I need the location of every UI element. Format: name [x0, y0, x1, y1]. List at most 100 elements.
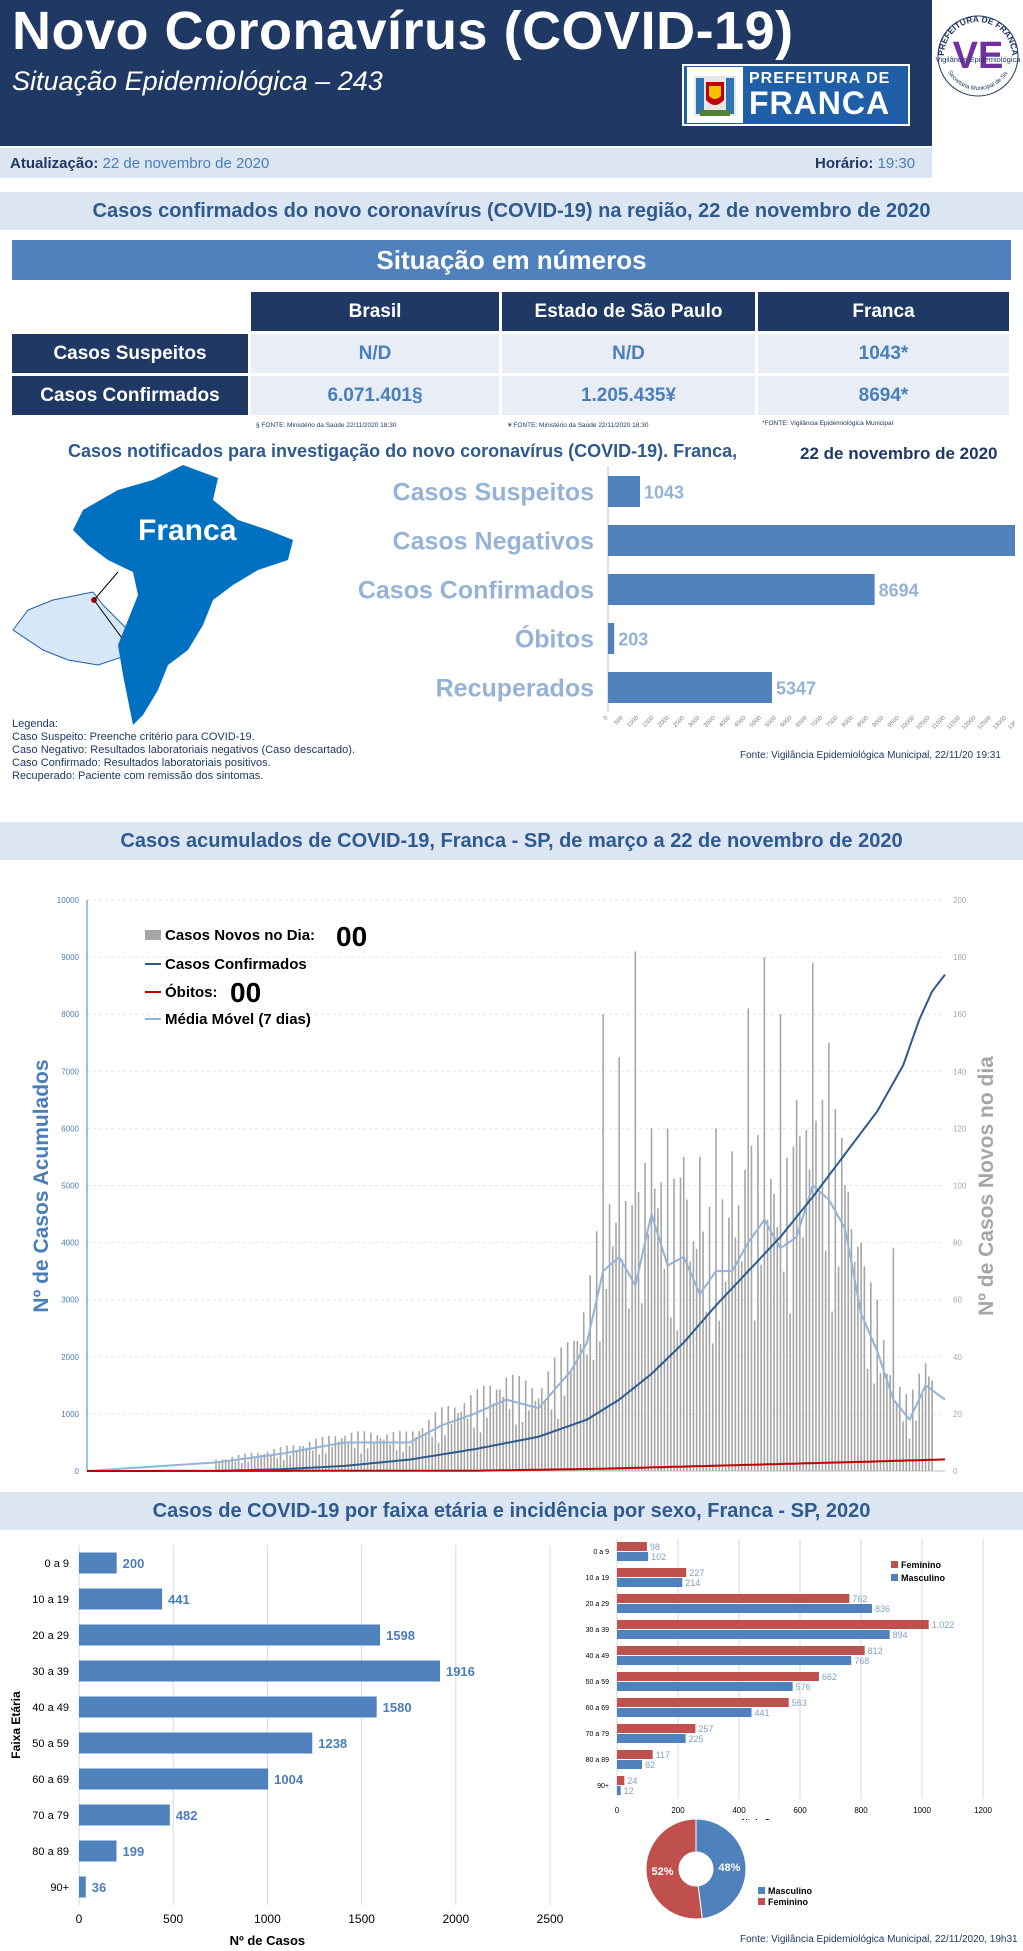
notified-xtick: 6500 — [795, 715, 809, 729]
left-axis-tick: 2000 — [61, 1353, 79, 1362]
notified-xtick: 5500 — [764, 715, 778, 729]
age-bar-80-a-89 — [79, 1840, 117, 1862]
legend-new-cases: Casos Novos no Dia: — [165, 927, 315, 944]
age-category-80-a-89: 80 a 89 — [32, 1846, 69, 1858]
notified-xtick: 13000 — [992, 715, 1009, 732]
notified-value-casos-suspeitos: 1043 — [644, 483, 684, 503]
notified-category-casos-confirmados: Casos Confirmados — [358, 577, 594, 605]
new-cases-bar — [450, 1423, 453, 1471]
new-cases-bar — [521, 1421, 524, 1471]
new-cases-bar — [528, 1410, 530, 1471]
legend-moving-avg: Média Móvel (7 dias) — [165, 1011, 311, 1028]
notified-xtick: 12000 — [961, 715, 978, 732]
age-bar-60-a-69 — [79, 1768, 269, 1790]
new-cases-bar — [560, 1347, 562, 1471]
new-cases-bar — [279, 1447, 282, 1471]
new-cases-bar — [699, 1156, 701, 1471]
update-date-value: 22 de novembro de 2020 — [102, 155, 270, 172]
age-value-70-a-79: 482 — [176, 1808, 198, 1823]
legend-line-3: Caso Confirmado: Resultados laboratoriai… — [12, 757, 271, 769]
notified-category-recuperados: Recuperados — [436, 675, 594, 703]
new-cases-bar — [331, 1447, 333, 1471]
new-cases-bar — [350, 1432, 353, 1471]
new-cases-bar — [266, 1451, 269, 1471]
new-cases-bar — [728, 1217, 730, 1471]
legend-deaths-value: 00 — [230, 977, 261, 1008]
notified-xtick: 8500 — [856, 715, 870, 729]
new-cases-bar — [599, 1341, 601, 1471]
notified-value-recuperados: 5347 — [776, 679, 816, 699]
new-cases-bar — [360, 1453, 362, 1471]
new-cases-bar — [795, 1099, 798, 1471]
sex-bar-feminino-60-a-69 — [617, 1698, 789, 1707]
new-cases-bar — [650, 1128, 653, 1471]
pie-legend-swatch-masculino — [758, 1887, 765, 1894]
sex-xtick: 1200 — [974, 1806, 992, 1815]
new-cases-bar — [563, 1395, 566, 1471]
new-cases-bar — [576, 1340, 579, 1471]
age-value-10-a-19: 441 — [168, 1592, 190, 1607]
new-cases-bar — [347, 1442, 350, 1471]
new-cases-bar — [231, 1456, 233, 1471]
new-cases-bar — [357, 1431, 359, 1471]
notified-category-casos-negativos: Casos Negativos — [393, 528, 594, 556]
new-cases-bar — [508, 1409, 511, 1471]
new-cases-bar — [302, 1446, 304, 1471]
age-xtick: 1000 — [254, 1912, 281, 1926]
new-cases-bar — [889, 1375, 891, 1471]
new-cases-bar — [670, 1317, 672, 1471]
cell-confirmados-sp: 1.205.435¥ — [502, 376, 755, 415]
new-cases-bar — [479, 1432, 482, 1471]
sex-xtick: 1000 — [913, 1806, 931, 1815]
logo-big-text: FRANCA — [749, 85, 891, 121]
new-cases-bar — [928, 1376, 930, 1471]
right-axis-tick: 40 — [953, 1353, 962, 1362]
new-cases-bar — [744, 1169, 746, 1471]
new-cases-bar — [763, 957, 766, 1471]
new-cases-bar — [392, 1431, 395, 1471]
new-cases-bar — [363, 1431, 366, 1471]
notified-xtick: 11500 — [946, 715, 962, 731]
new-cases-bar — [686, 1199, 688, 1471]
notified-xtick: 12500 — [977, 715, 994, 732]
left-axis-tick: 6000 — [61, 1124, 79, 1133]
new-cases-bar — [847, 1191, 850, 1471]
right-axis-tick: 200 — [953, 896, 967, 905]
new-cases-bar — [544, 1401, 546, 1471]
age-bar-70-a-79 — [79, 1804, 170, 1826]
notified-xtick: 500 — [613, 715, 625, 727]
new-cases-bar — [673, 1178, 675, 1471]
new-cases-bar — [370, 1432, 372, 1471]
notified-xtick: 0 — [603, 715, 610, 722]
new-cases-bar — [547, 1371, 550, 1471]
col-header-brasil: Brasil — [251, 292, 499, 331]
legend-confirmed: Casos Confirmados — [165, 956, 307, 973]
source-sp: ¥ FONTE: Ministério da Saúde 22/11/2020 … — [508, 422, 649, 429]
franca-map: Franca — [12, 465, 293, 725]
age-bar-90 — [79, 1876, 86, 1898]
pie-label-feminino: 52% — [652, 1866, 674, 1878]
new-cases-bar — [834, 1109, 837, 1471]
notified-xtick: 7500 — [826, 715, 840, 729]
new-cases-bar — [328, 1435, 330, 1471]
new-cases-bar — [531, 1388, 533, 1471]
col-header-franca: Franca — [758, 292, 1009, 331]
new-cases-bar — [505, 1377, 508, 1471]
new-cases-bar — [618, 1057, 621, 1471]
notified-bar-recuperados — [608, 672, 772, 703]
sex-category-40-a-49: 40 a 49 — [586, 1653, 609, 1660]
right-axis-tick: 140 — [953, 1067, 967, 1076]
section-cumulative-title: Casos acumulados de COVID-19, Franca - S… — [0, 822, 1023, 860]
new-cases-bar — [589, 1275, 591, 1471]
sex-bar-feminino-20-a-29 — [617, 1594, 850, 1603]
seal-letter: VE — [953, 35, 1004, 77]
cell-confirmados-franca: 8694* — [758, 376, 1009, 415]
age-value-40-a-49: 1580 — [383, 1700, 412, 1715]
new-cases-bar — [624, 1200, 627, 1471]
sex-value-feminino-20-a-29: 762 — [852, 1594, 867, 1604]
notified-xtick: 3000 — [688, 715, 702, 729]
new-cases-bar — [586, 1354, 588, 1471]
age-category-30-a-39: 30 a 39 — [32, 1666, 69, 1678]
update-date: Atualização: 22 de novembro de 2020 — [10, 155, 269, 172]
